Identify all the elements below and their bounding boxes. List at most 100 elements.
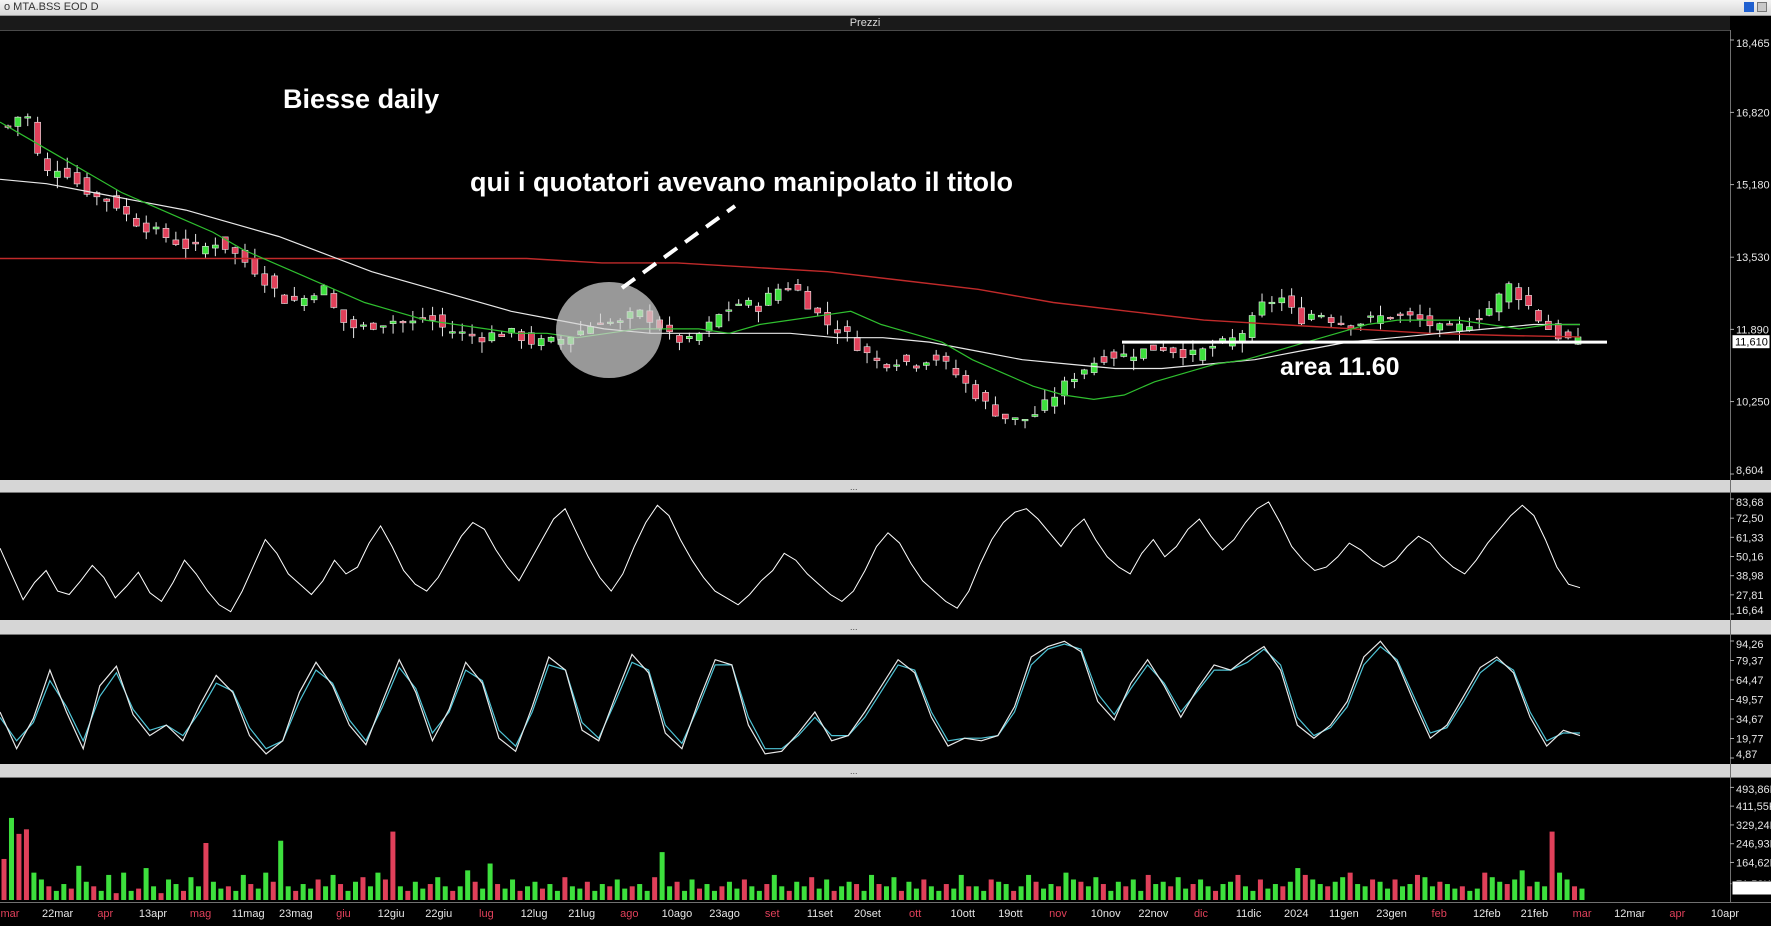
volume-bar[interactable] — [285, 886, 291, 900]
volume-bar[interactable] — [233, 890, 239, 900]
candle[interactable] — [409, 320, 417, 324]
candle[interactable] — [1456, 323, 1463, 332]
volume-bar[interactable] — [1108, 890, 1114, 900]
candle[interactable] — [498, 333, 506, 337]
candle[interactable] — [1150, 344, 1157, 351]
volume-bar[interactable] — [637, 884, 643, 900]
volume-bar[interactable] — [928, 886, 934, 900]
volume-bar[interactable] — [106, 874, 112, 900]
candle[interactable] — [399, 321, 407, 324]
volume-bar[interactable] — [1474, 888, 1480, 900]
volume-bar[interactable] — [308, 888, 314, 900]
candle[interactable] — [1367, 315, 1374, 318]
candle[interactable] — [715, 314, 723, 328]
volume-bar[interactable] — [996, 881, 1002, 900]
candle[interactable] — [1258, 301, 1266, 316]
candle[interactable] — [834, 329, 841, 334]
volume-bar[interactable] — [711, 890, 717, 900]
candle[interactable] — [221, 236, 229, 250]
candle[interactable] — [1298, 307, 1305, 325]
volume-bar[interactable] — [1332, 881, 1338, 900]
volume-bar[interactable] — [188, 877, 194, 900]
volume-bar[interactable] — [936, 890, 942, 900]
volume-bar[interactable] — [1160, 881, 1166, 900]
candle[interactable] — [34, 121, 41, 154]
candle[interactable] — [1357, 323, 1365, 326]
candle[interactable] — [133, 217, 140, 227]
volume-bar[interactable] — [1070, 879, 1076, 900]
volume-bar[interactable] — [667, 886, 673, 900]
candle[interactable] — [1268, 301, 1276, 305]
candle[interactable] — [1120, 353, 1128, 357]
candle[interactable] — [182, 238, 190, 249]
candle[interactable] — [686, 336, 693, 339]
candle[interactable] — [350, 319, 357, 329]
volume-bar[interactable] — [846, 881, 852, 900]
candle[interactable] — [1475, 318, 1483, 321]
volume-bar[interactable] — [1385, 888, 1391, 900]
volume-bar[interactable] — [367, 886, 373, 900]
volume-bar[interactable] — [854, 884, 860, 900]
volume-bar[interactable] — [435, 877, 441, 900]
volume-bar[interactable] — [495, 884, 501, 900]
volume-bar[interactable] — [278, 840, 284, 900]
volume-bar[interactable] — [293, 890, 299, 900]
candle[interactable] — [172, 239, 180, 245]
candle[interactable] — [735, 303, 742, 306]
volume-bar[interactable] — [270, 881, 276, 900]
volume-bar[interactable] — [248, 884, 254, 900]
volume-bar[interactable] — [151, 886, 157, 900]
volume-bar[interactable] — [749, 886, 755, 900]
candle[interactable] — [863, 346, 871, 354]
volume-bar[interactable] — [869, 874, 875, 900]
volume-bar[interactable] — [525, 886, 531, 900]
volume-bar[interactable] — [622, 888, 628, 900]
candle[interactable] — [923, 362, 930, 366]
candle[interactable] — [379, 325, 387, 328]
volume-bar[interactable] — [502, 888, 508, 900]
volume-bar[interactable] — [360, 877, 366, 900]
volume-bar[interactable] — [1250, 890, 1256, 900]
candle[interactable] — [952, 367, 960, 376]
volume-bar[interactable] — [913, 888, 919, 900]
candle[interactable] — [745, 299, 752, 306]
candle[interactable] — [1446, 323, 1453, 326]
candle[interactable] — [962, 374, 970, 384]
candle[interactable] — [389, 320, 397, 324]
volume-bar[interactable] — [382, 879, 388, 900]
volume-bar[interactable] — [1048, 884, 1054, 900]
candle[interactable] — [478, 337, 486, 343]
volume-bar[interactable] — [1093, 877, 1099, 900]
volume-bar[interactable] — [1190, 884, 1196, 900]
candle[interactable] — [63, 167, 71, 178]
volume-bar[interactable] — [1302, 874, 1308, 900]
candle[interactable] — [853, 337, 861, 351]
volume-bar[interactable] — [771, 874, 777, 900]
volume-bar[interactable] — [457, 886, 463, 900]
candle[interactable] — [1564, 331, 1572, 339]
volume-bar[interactable] — [1287, 881, 1293, 900]
candle[interactable] — [113, 195, 120, 209]
volume-bar[interactable] — [674, 881, 680, 900]
volume-bar[interactable] — [210, 881, 216, 900]
volume-bar[interactable] — [1145, 874, 1151, 900]
candle[interactable] — [1308, 313, 1315, 320]
candle[interactable] — [1100, 356, 1108, 363]
volume-bar[interactable] — [1347, 872, 1353, 900]
candle[interactable] — [1021, 419, 1029, 422]
volume-bar[interactable] — [1213, 890, 1219, 900]
volume-bar[interactable] — [831, 890, 837, 900]
volume-bar[interactable] — [584, 881, 590, 900]
candle[interactable] — [913, 365, 920, 369]
candle[interactable] — [942, 355, 950, 362]
volume-bar[interactable] — [554, 890, 560, 900]
volume-bar[interactable] — [614, 879, 620, 900]
volume-bar[interactable] — [704, 884, 710, 900]
close-icon[interactable] — [1757, 2, 1767, 12]
volume-bar[interactable] — [839, 886, 845, 900]
volume-bar[interactable] — [1370, 879, 1376, 900]
volume-bar[interactable] — [53, 890, 59, 900]
volume-bar[interactable] — [1055, 886, 1061, 900]
volume-bar[interactable] — [794, 881, 800, 900]
volume-bar[interactable] — [1549, 831, 1555, 900]
